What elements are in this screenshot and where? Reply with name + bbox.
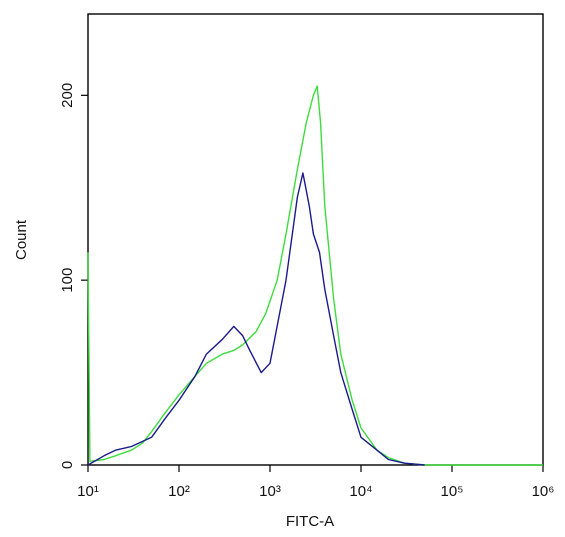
y-tick-label: 100: [59, 268, 76, 293]
x-tick-label: 10⁴: [349, 483, 372, 500]
x-tick-label: 10¹: [77, 483, 99, 500]
plot-frame: [87, 13, 544, 466]
histogram-line: [87, 172, 425, 466]
x-axis-label: FITC-A: [286, 513, 334, 530]
x-tick-label: 10⁵: [441, 483, 464, 500]
x-tick-label: 10³: [259, 483, 281, 500]
y-tick-label: 200: [59, 83, 76, 108]
histogram-line: [87, 85, 543, 466]
y-tick-label: 0: [59, 461, 76, 469]
y-axis-label: Count: [13, 219, 30, 260]
x-tick-label: 10²: [168, 483, 190, 500]
x-tick-label: 10⁶: [532, 483, 555, 500]
